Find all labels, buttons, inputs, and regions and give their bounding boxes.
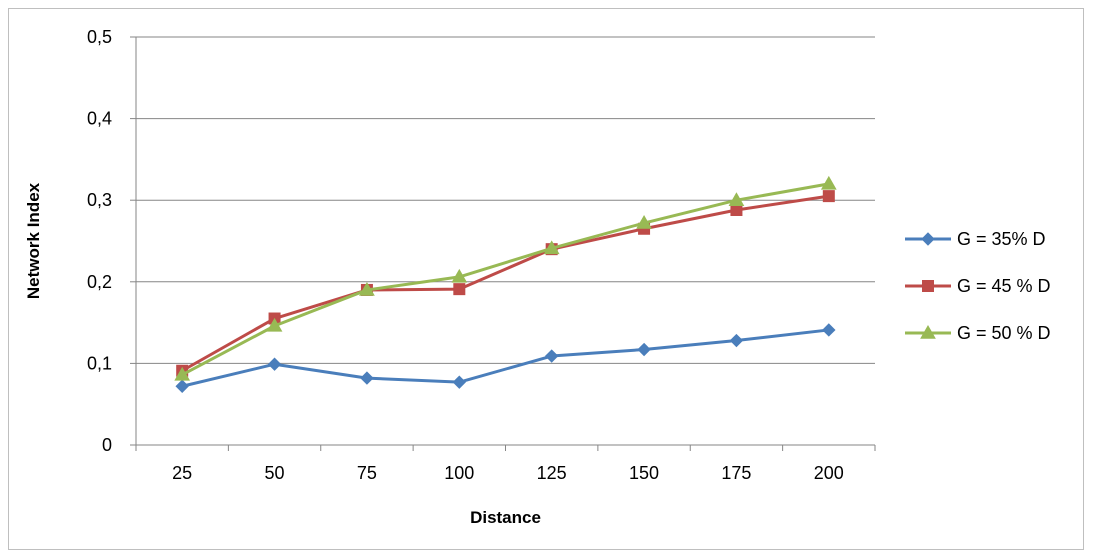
x-tick-label: 125	[537, 463, 567, 483]
legend-item: G = 45 % D	[905, 276, 1051, 296]
y-tick-label: 0,2	[87, 272, 112, 292]
legend-marker	[922, 280, 934, 292]
data-point	[820, 175, 837, 190]
y-tick-label: 0,5	[87, 27, 112, 47]
data-point	[822, 323, 836, 337]
x-axis-title: Distance	[470, 508, 541, 527]
legend-label: G = 45 % D	[957, 276, 1051, 296]
x-tick-label: 175	[721, 463, 751, 483]
data-point	[267, 357, 282, 371]
legend-marker	[920, 324, 936, 339]
legend-label: G = 50 % D	[957, 323, 1051, 343]
data-point	[359, 281, 375, 296]
legend-marker	[921, 232, 935, 246]
y-tick-label: 0	[102, 435, 112, 455]
data-point	[543, 240, 560, 255]
series-3	[174, 175, 837, 381]
y-axis-title: Network Index	[24, 182, 43, 299]
data-point	[730, 203, 743, 216]
data-point	[822, 190, 835, 203]
series-lines	[174, 175, 837, 393]
x-tick-labels: 25 50 75 100 125 150 175 200	[172, 463, 844, 483]
series-line	[181, 194, 830, 373]
legend: G = 35% D G = 45 % D G = 50 % D	[905, 229, 1051, 343]
series-line	[181, 328, 829, 388]
data-point	[728, 192, 745, 206]
data-point	[636, 215, 652, 229]
data-point	[452, 375, 467, 389]
series-2	[176, 190, 835, 377]
y-tick-label: 0,1	[87, 353, 112, 373]
data-point	[729, 333, 744, 348]
x-tick-label: 50	[265, 463, 285, 483]
data-point	[544, 349, 559, 363]
data-point	[637, 342, 651, 357]
legend-label: G = 35% D	[957, 229, 1046, 249]
x-tick-label: 150	[629, 463, 659, 483]
y-tick-labels: 0 0,1 0,2 0,3 0,4 0,5	[87, 27, 112, 455]
data-point	[175, 379, 189, 393]
chart-area: 0 0,1 0,2 0,3 0,4 0,5 25 50 75 100 125 150 175 200 G…	[8, 8, 1084, 550]
series-1	[175, 323, 836, 393]
data-point	[174, 366, 191, 381]
line-chart: 0 0,1 0,2 0,3 0,4 0,5 25 50 75 100 125 150 175 200 G…	[24, 27, 1051, 527]
data-point	[453, 283, 466, 296]
data-point	[451, 268, 468, 283]
x-tick-label: 75	[357, 463, 377, 483]
data-point	[360, 371, 374, 385]
x-tick-label: 100	[444, 463, 474, 483]
legend-item: G = 50 % D	[905, 323, 1051, 343]
legend-item: G = 35% D	[905, 229, 1046, 249]
series-line	[181, 182, 830, 377]
data-point	[266, 317, 283, 332]
gridlines	[136, 36, 875, 364]
x-tick-label: 200	[814, 463, 844, 483]
y-tick-label: 0,3	[87, 190, 112, 210]
x-tick-label: 25	[172, 463, 192, 483]
y-tick-label: 0,4	[87, 109, 112, 129]
axes	[130, 36, 876, 451]
